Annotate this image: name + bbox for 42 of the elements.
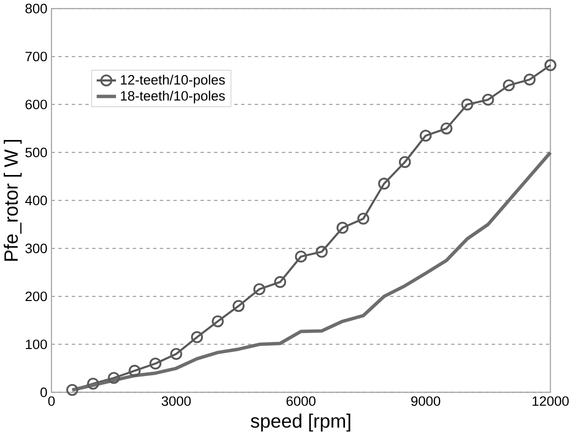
y-tick-label: 800 (25, 4, 47, 14)
point (544, 59, 556, 71)
x-tick-label: 0 (48, 396, 55, 406)
point (149, 357, 162, 370)
y-tick-label: 0 (40, 387, 47, 397)
point (502, 79, 515, 92)
point (357, 212, 370, 224)
point (294, 250, 307, 262)
point (482, 94, 494, 106)
point (191, 331, 203, 343)
y-axis-title: Pfe_rotor [ W ] (4, 140, 22, 261)
y-tick-label: 300 (25, 243, 47, 254)
point (253, 283, 266, 296)
point (274, 276, 286, 288)
x-tick-label: 6000 (286, 396, 316, 406)
legend-label: 18-teeth/10-poles (120, 90, 225, 104)
point (232, 300, 245, 312)
y-tick-label: 400 (25, 195, 47, 206)
point (66, 384, 78, 396)
point (461, 98, 474, 110)
point (398, 156, 411, 168)
point (170, 348, 182, 360)
point (212, 315, 224, 328)
y-tick-label: 500 (25, 148, 47, 158)
point (336, 222, 349, 234)
x-axis-title: speed [rpm] (250, 414, 350, 432)
point (316, 246, 328, 258)
y-tick-label: 700 (26, 52, 47, 62)
y-tick-label: 200 (26, 291, 47, 302)
x-tick-label: 9000 (411, 396, 440, 406)
point (524, 73, 536, 86)
point (378, 178, 390, 190)
point (87, 378, 100, 390)
point (108, 372, 120, 384)
point (420, 130, 432, 142)
y-tick-label: 600 (26, 100, 47, 110)
point (128, 364, 141, 377)
legend-label: 12-teeth/10-poles (120, 74, 225, 88)
point (440, 122, 452, 134)
x-tick-label: 12000 (532, 396, 569, 406)
y-tick-label: 100 (26, 339, 47, 349)
x-tick-label: 3000 (162, 396, 191, 406)
